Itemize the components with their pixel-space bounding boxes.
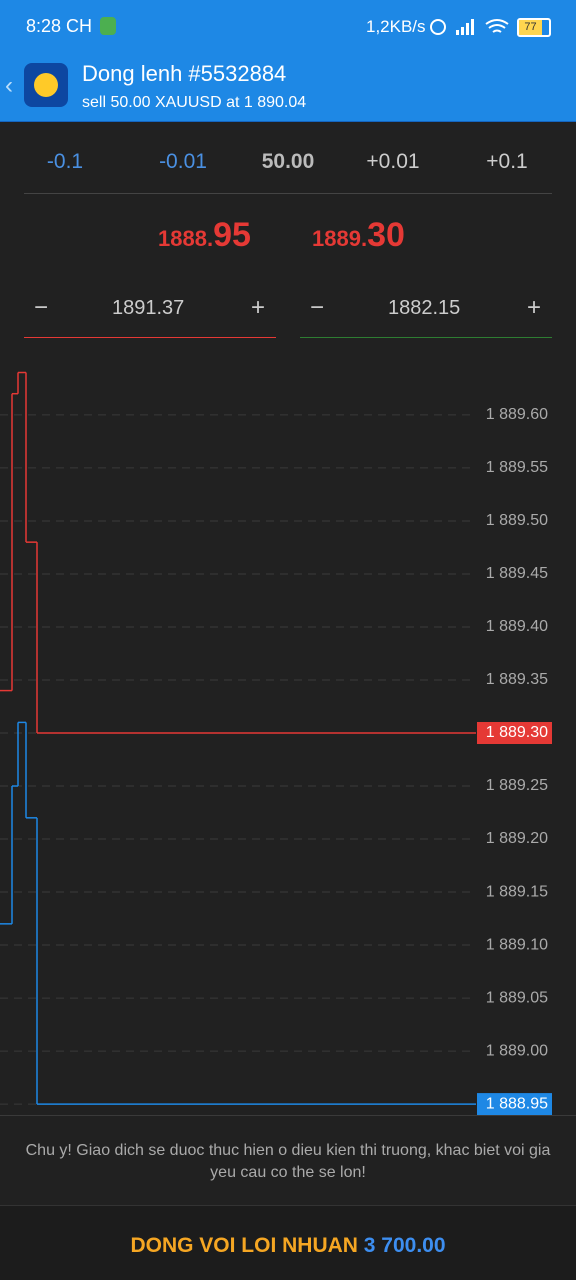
- clock: 8:28 CH: [26, 16, 93, 36]
- price-tag-label: 1 888.95: [486, 1095, 548, 1112]
- y-tick-label: 1 889.50: [486, 512, 548, 529]
- y-tick-label: 1 889.40: [486, 618, 548, 635]
- price-tag: [477, 1093, 552, 1116]
- shield-icon: [100, 17, 116, 35]
- close-label: DONG VOI LOI NHUAN: [130, 1234, 358, 1257]
- y-tick-label: 1 889.45: [486, 565, 548, 582]
- tp-underline: [300, 337, 552, 338]
- ask-price: 1889.30: [312, 216, 405, 255]
- sl-underline: [24, 337, 276, 338]
- y-tick-label: 1 889.00: [486, 1042, 548, 1059]
- y-tick-label: 1 889.15: [486, 883, 548, 900]
- y-tick-label: 1 889.20: [486, 830, 548, 847]
- status-bar: 8:28 CH 1,2KB/s 77: [0, 0, 576, 52]
- volume-step[interactable]: +0.1: [486, 150, 528, 173]
- bid-big: 95: [213, 216, 251, 254]
- profit: 3 700.00: [363, 1234, 446, 1257]
- volume-step[interactable]: -0.01: [159, 150, 207, 173]
- battery-level: 77: [519, 20, 543, 35]
- sl-minus[interactable]: −: [34, 294, 49, 321]
- sl-plus[interactable]: +: [251, 294, 266, 321]
- battery: 77: [517, 18, 551, 37]
- close-button[interactable]: DONG VOI LOI NHUAN 3 700.00: [0, 1205, 576, 1280]
- volume-value[interactable]: 50.00: [261, 150, 315, 173]
- y-tick-label: 1 889.35: [486, 671, 548, 688]
- ask-big: 30: [367, 216, 405, 254]
- divider: [24, 193, 552, 194]
- status-icons: [430, 19, 509, 35]
- y-tick-label: 1 889.05: [486, 989, 548, 1006]
- notice: Chu y! Giao dich se duoc thuc hien o die…: [25, 1142, 551, 1181]
- y-tick-label: 1 889.25: [486, 777, 548, 794]
- y-tick-label: 1 889.60: [486, 406, 548, 423]
- order-subtitle: sell 50.00 XAUUSD at 1 890.04: [82, 94, 307, 111]
- sl-value[interactable]: 1891.37: [112, 297, 185, 319]
- bid-main: 1888.: [158, 226, 214, 251]
- divider: [0, 1115, 576, 1116]
- bid-price: 1888.95: [158, 216, 251, 255]
- app-icon: [24, 63, 68, 107]
- price-tag-label: 1 889.30: [486, 724, 548, 741]
- header: ‹ Dong lenh #5532884 sell 50.00 XAUUSD a…: [0, 52, 576, 122]
- tp-plus[interactable]: +: [527, 294, 542, 321]
- back-button[interactable]: ‹: [5, 72, 13, 99]
- y-tick-label: 1 889.10: [486, 936, 548, 953]
- net-speed: 1,2KB/s: [366, 17, 426, 36]
- y-tick-label: 1 889.55: [486, 459, 548, 476]
- volume-step[interactable]: +0.01: [366, 150, 420, 173]
- app-icon-glyph: [34, 73, 58, 97]
- tp-value[interactable]: 1882.15: [388, 297, 461, 319]
- ask-main: 1889.: [312, 226, 368, 251]
- price-tag: [477, 722, 552, 744]
- tp-minus[interactable]: −: [310, 294, 325, 321]
- order-title: Dong lenh #5532884: [82, 61, 287, 86]
- volume-step[interactable]: -0.1: [46, 150, 84, 173]
